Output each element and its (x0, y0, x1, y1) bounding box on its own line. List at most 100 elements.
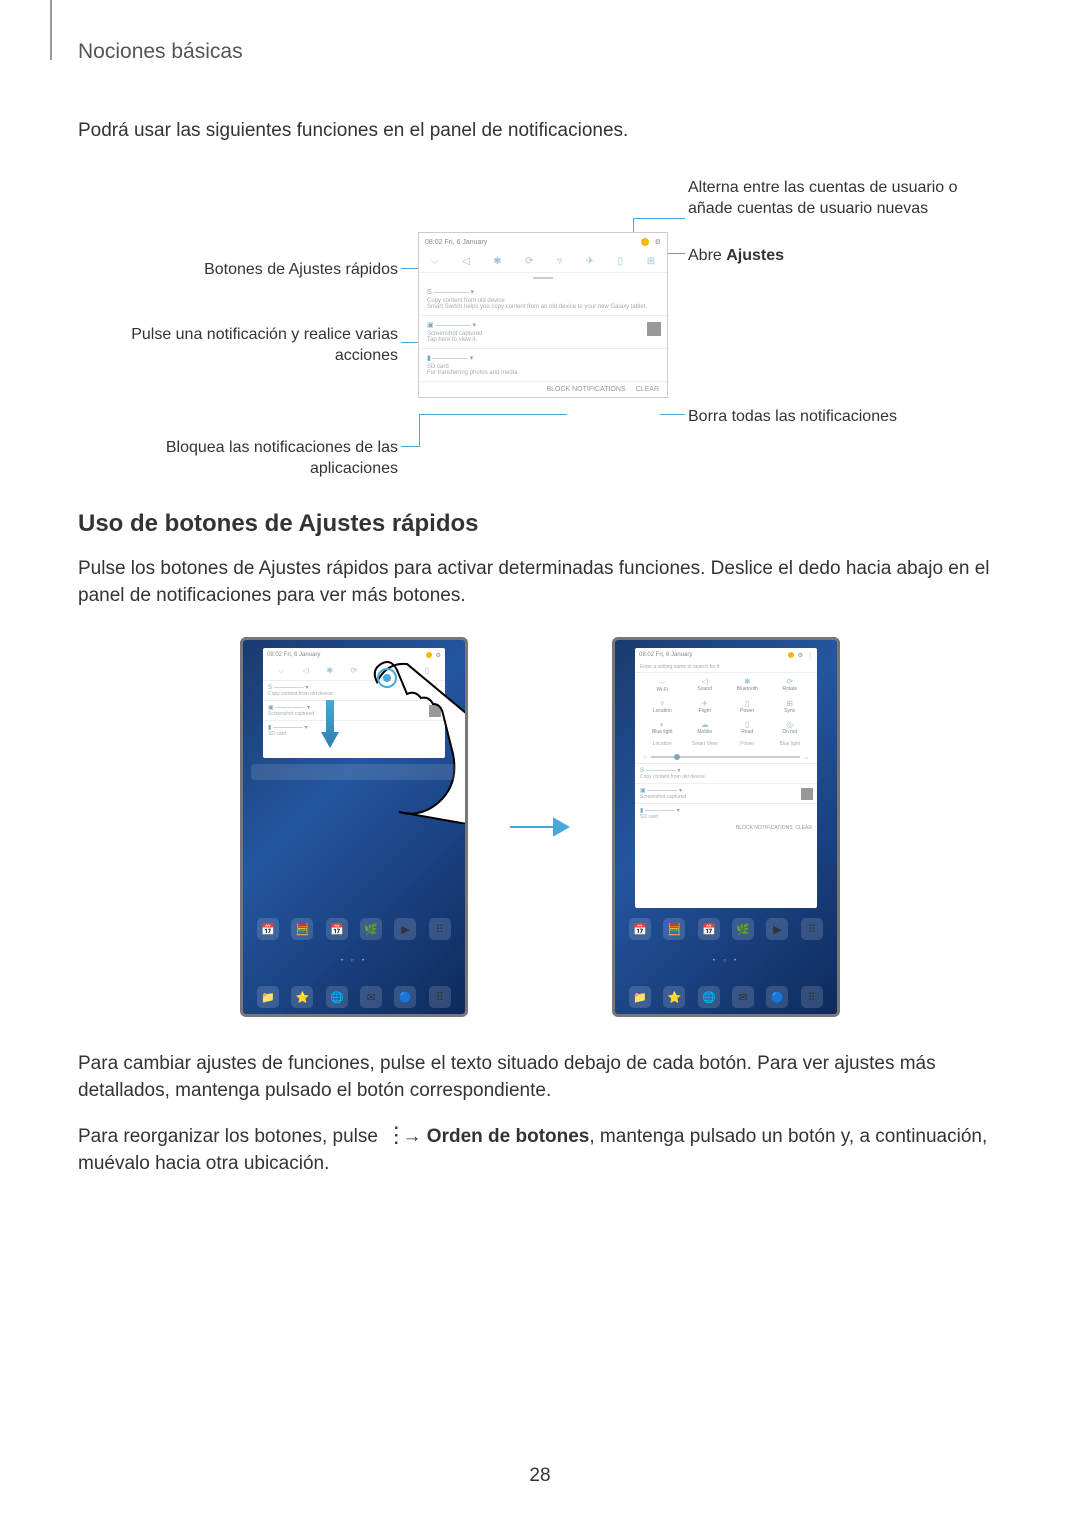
callout-block-notif: Bloquea las notificaciones de las aplica… (78, 438, 398, 480)
notif-title: ▣ ————— ▾ (427, 321, 659, 329)
app-icon: ⠿ (801, 918, 823, 940)
qs-grid-expanded: ⌵Wi-Fi◁Sound✱Bluetooth⟳Rotate ▿Location✈… (635, 673, 817, 751)
more-icon: ⊞ (647, 256, 655, 267)
gear-icon: ⚙ (655, 238, 661, 246)
location-icon: ▿ (557, 256, 562, 267)
app-icon: 🧮 (291, 918, 313, 940)
notification-item: ▣ ————— ▾ Screenshot capturedTap here to… (419, 316, 667, 349)
search-bar (251, 764, 457, 780)
panel-footer: BLOCK NOTIFICATIONS CLEAR (635, 823, 817, 833)
brightness-slider: ⌄ (635, 751, 817, 763)
torch-icon: ▯ (618, 256, 624, 267)
app-icon: 🌐 (698, 986, 720, 1008)
qs-row: ⌵ ◁ ✱ ⟳ ▿ ✈ ▯ ⊞ (419, 251, 667, 273)
app-icon: 📅 (629, 918, 651, 940)
tablet-screenshot-1: 08:02 Fri, 6 January ⚙ ⌵◁✱⟳▿✈▯ S ————— ▾… (240, 637, 468, 1017)
app-icon: 🔵 (766, 986, 788, 1008)
user-icon (641, 238, 649, 246)
bt-icon: ✱ (493, 256, 501, 267)
gear-icon: ⚙ (798, 652, 803, 659)
notif-body: Screenshot capturedTap here to view it. (427, 331, 659, 343)
mini-notif: ▮ ————— ▾SD card (635, 803, 817, 823)
wifi-icon: ⌵ (431, 256, 439, 267)
section2-p1: Pulse los botones de Ajustes rápidos par… (78, 556, 1002, 609)
app-icon: 📅 (326, 918, 348, 940)
dock: 📁 ⭐ 🌐 ✉ 🔵 ⠿ (243, 986, 465, 1008)
drag-handle (419, 273, 667, 283)
app-icon: 🌿 (360, 918, 382, 940)
notif-body: SD cardFor transferring photos and media… (427, 364, 659, 376)
app-icon: 📁 (629, 986, 651, 1008)
line (419, 414, 567, 415)
app-icon: ✉ (732, 986, 754, 1008)
search-hint: Enter a setting name to search for it (635, 662, 817, 673)
callout-tap-notif: Pulse una notificación y realice varias … (78, 325, 398, 367)
app-icon: 📁 (257, 986, 279, 1008)
notification-item: ▮ ————— ▾ SD cardFor transferring photos… (419, 349, 667, 382)
intro-text: Podrá usar las siguientes funciones en e… (78, 120, 1002, 142)
pager-dots: • ○ • (615, 958, 837, 964)
notification-panel-mock: 08:02 Fri, 6 January ⚙ ⌵ ◁ ✱ ⟳ ▿ ✈ ▯ ⊞ S… (418, 232, 668, 398)
callout-clear-all: Borra todas las notificaciones (688, 407, 988, 428)
user-icon (788, 652, 794, 658)
dock: 📁 ⭐ 🌐 ✉ 🔵 ⠿ (615, 986, 837, 1008)
page-number: 28 (0, 1465, 1080, 1487)
notif-thumbnail (647, 322, 661, 336)
app-icon: 🌿 (732, 918, 754, 940)
tablet-screenshot-2: 08:02 Fri, 6 January ⚙⋮ Enter a setting … (612, 637, 840, 1017)
mini-notif: S ————— ▾Copy content from old device (635, 763, 817, 783)
section2-p3: Para reorganizar los botones, pulse → Or… (78, 1124, 1002, 1177)
page-header: Nociones básicas (78, 40, 1002, 64)
section2-title: Uso de botones de Ajustes rápidos (78, 510, 1002, 538)
clear-link: CLEAR (636, 386, 659, 393)
callout-settings: Abre Ajustes (688, 246, 968, 267)
callout-settings-pre: Abre (688, 247, 726, 264)
panel-footer: BLOCK NOTIFICATIONS CLEAR (419, 382, 667, 397)
sound-icon: ◁ (462, 256, 470, 267)
hand-gesture-icon (347, 654, 467, 824)
notification-item: S ————— ▾ Copy content from old deviceSm… (419, 283, 667, 316)
app-icon: 🔵 (394, 986, 416, 1008)
line (633, 218, 685, 219)
block-notifications-link: BLOCK NOTIFICATIONS (546, 386, 625, 393)
app-icon: ⭐ (663, 986, 685, 1008)
app-row: 📅 🧮 📅 🌿 ▶ ⠿ (243, 918, 465, 940)
more-icon: ⋮ (807, 652, 813, 659)
panel-overlay-expanded: 08:02 Fri, 6 January ⚙⋮ Enter a setting … (635, 648, 817, 908)
app-icon: 🌐 (326, 986, 348, 1008)
app-icon: 📅 (698, 918, 720, 940)
page-left-border (50, 0, 52, 60)
status-bar: 08:02 Fri, 6 January ⚙ (419, 233, 667, 251)
app-icon: ⠿ (429, 918, 451, 940)
rotate-icon: ⟳ (525, 256, 533, 267)
p3-bold: Orden de botones (427, 1126, 590, 1147)
notif-title: S ————— ▾ (427, 288, 659, 296)
notif-body: Copy content from old deviceSmart Switch… (427, 298, 659, 310)
line (660, 414, 685, 415)
screenshots-row: 08:02 Fri, 6 January ⚙ ⌵◁✱⟳▿✈▯ S ————— ▾… (78, 637, 1002, 1017)
more-vertical-icon (383, 1127, 397, 1147)
callout-settings-bold: Ajustes (726, 247, 784, 264)
status-right-icons: ⚙ (641, 238, 661, 246)
apps-icon: ⠿ (429, 986, 451, 1008)
app-icon: 📅 (257, 918, 279, 940)
app-row: 📅 🧮 📅 🌿 ▶ ⠿ (615, 918, 837, 940)
status-bar: 08:02 Fri, 6 January ⚙⋮ (635, 648, 817, 662)
arrow-right-icon (510, 817, 570, 837)
app-icon: ✉ (360, 986, 382, 1008)
p3-a: Para reorganizar los botones, pulse (78, 1126, 383, 1147)
callout-qs-buttons: Botones de Ajustes rápidos (78, 260, 398, 281)
status-time: 08:02 Fri, 6 January (425, 239, 487, 246)
airplane-icon: ✈ (586, 256, 594, 267)
section2-p2: Para cambiar ajustes de funciones, pulse… (78, 1051, 1002, 1104)
apps-icon: ⠿ (801, 986, 823, 1008)
mini-notif: ▣ ————— ▾Screenshot captured (635, 783, 817, 803)
app-icon: ▶ (766, 918, 788, 940)
notification-panel-diagram: Botones de Ajustes rápidos Pulse una not… (78, 170, 1002, 480)
pager-dots: • ○ • (243, 958, 465, 964)
app-icon: 🧮 (663, 918, 685, 940)
app-icon: ⭐ (291, 986, 313, 1008)
callout-accounts: Alterna entre las cuentas de usuario o a… (688, 178, 968, 220)
line (419, 414, 420, 447)
notif-title: ▮ ————— ▾ (427, 354, 659, 362)
